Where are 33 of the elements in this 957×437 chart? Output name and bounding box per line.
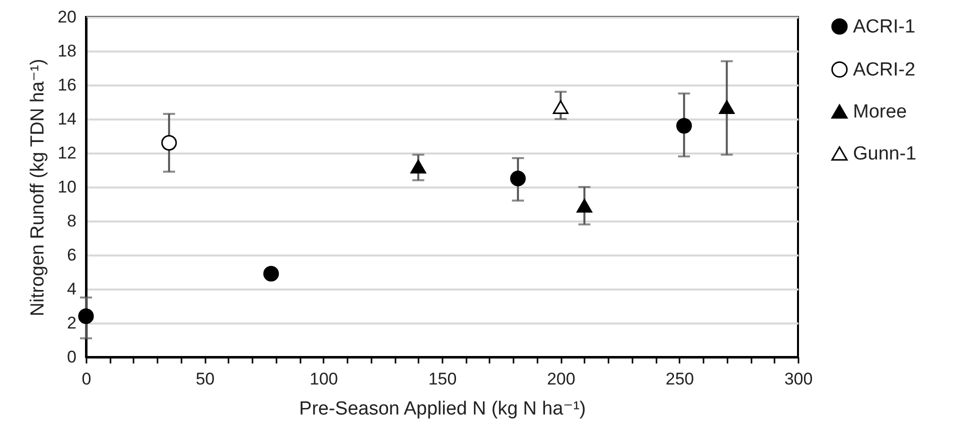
x-tick-label: 200 [546, 370, 576, 388]
legend-label: Gunn-1 [853, 144, 916, 164]
point [161, 134, 177, 151]
legend-label: ACRI-2 [853, 60, 916, 80]
point [718, 100, 735, 114]
x-tick-label: 300 [784, 370, 813, 388]
y-tick-label: 14 [58, 110, 76, 128]
legend-label: ACRI-1 [853, 16, 916, 38]
y-tick-label: 6 [67, 246, 76, 264]
point [410, 160, 426, 174]
y-tick-label: 8 [67, 212, 76, 230]
y-tick-label: 10 [58, 178, 76, 196]
y-tick-label: 12 [58, 144, 76, 162]
x-tick-label: 150 [428, 370, 457, 388]
y-tick-label: 20 [58, 8, 76, 26]
point [676, 118, 692, 134]
point [576, 198, 592, 213]
point [552, 100, 568, 114]
y-tick-label: 2 [67, 314, 76, 332]
point [510, 170, 526, 186]
x-axis-title: Pre-Season Applied N (kg N ha⁻¹) [299, 398, 586, 420]
x-tick-label: 50 [196, 370, 215, 388]
x-tick-label: 250 [666, 370, 694, 388]
y-tick-label: 18 [58, 42, 76, 60]
legend-label: Moree [853, 102, 907, 122]
point [263, 266, 279, 282]
y-tick-label: 4 [67, 280, 76, 298]
point [78, 308, 94, 324]
x-tick-label: 0 [82, 370, 92, 388]
y-tick-label: 16 [58, 76, 76, 94]
y-tick-label: 0 [67, 348, 76, 366]
x-tick-label: 100 [310, 370, 338, 388]
y-axis-title: Nitrogen Runoff (kg TDN ha⁻¹) [28, 58, 49, 316]
